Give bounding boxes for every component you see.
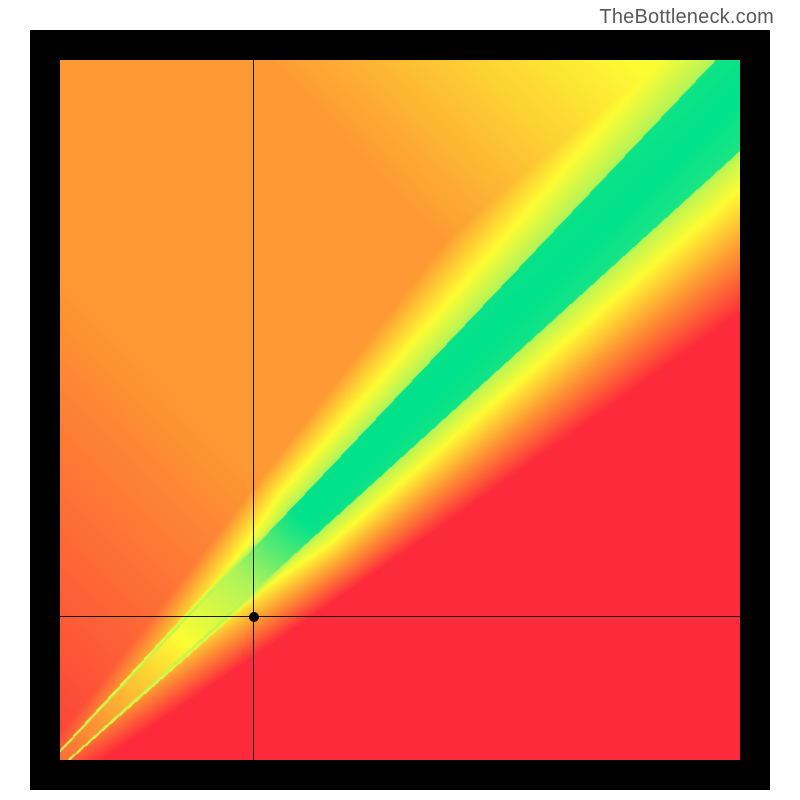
plot-outer-frame <box>30 30 770 790</box>
watermark-text: TheBottleneck.com <box>599 6 774 29</box>
crosshair-vertical <box>253 60 254 760</box>
crosshair-horizontal <box>60 616 740 617</box>
heatmap-plot <box>60 60 740 760</box>
heatmap-canvas <box>60 60 740 760</box>
marker-dot <box>249 612 259 622</box>
